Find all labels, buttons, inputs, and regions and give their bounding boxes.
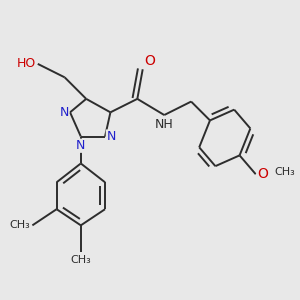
Text: CH₃: CH₃	[9, 220, 30, 230]
Text: HO: HO	[17, 57, 36, 70]
Text: N: N	[59, 106, 69, 119]
Text: N: N	[106, 130, 116, 143]
Text: CH₃: CH₃	[274, 167, 295, 176]
Text: CH₃: CH₃	[70, 255, 91, 265]
Text: N: N	[76, 139, 86, 152]
Text: O: O	[144, 54, 155, 68]
Text: O: O	[257, 167, 268, 181]
Text: NH: NH	[155, 118, 174, 131]
